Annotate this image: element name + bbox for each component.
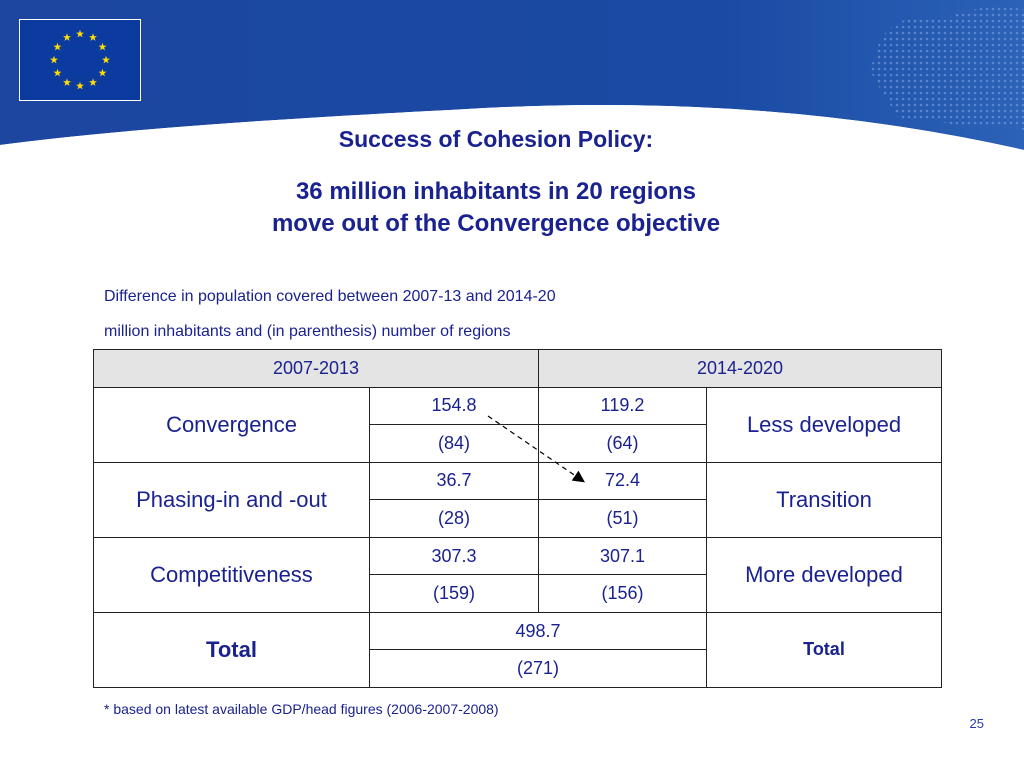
cell-value: 119.2	[538, 386, 707, 426]
flag-star-icon	[98, 42, 107, 51]
table-row: Competitiveness 307.3 307.1 More develop…	[93, 536, 942, 613]
cell-count: (159)	[369, 574, 539, 613]
table-row: (159) (156)	[94, 574, 942, 613]
table-caption: Difference in population covered between…	[104, 288, 556, 305]
subtitle-line-2: move out of the Convergence objective	[271, 210, 721, 237]
cell-count: (64)	[538, 424, 707, 463]
flag-star-icon	[76, 29, 84, 38]
subtitle-line-1: 36 million inhabitants in 20 regions	[295, 178, 697, 205]
table-units-note: million inhabitants and (in parenthesis)…	[104, 323, 511, 340]
table-row: Convergence 154.8 119.2 Less developed	[93, 386, 942, 463]
flag-star-icon	[76, 81, 84, 90]
header-2014-2020: 2014-2020	[538, 349, 942, 388]
table-total-row: (271)	[94, 649, 942, 688]
table-header-row: 2007-2013 2014-2020	[93, 349, 942, 388]
page-subtitle: 36 million inhabitants in 20 regions mov…	[0, 176, 992, 240]
total-label-left: Total	[93, 611, 370, 689]
footnote: * based on latest available GDP/head fig…	[104, 701, 499, 717]
total-count: (271)	[369, 649, 707, 688]
row-label-more-developed: More developed	[706, 536, 942, 613]
cell-value: 307.1	[538, 536, 707, 576]
total-value: 498.7	[369, 611, 707, 651]
flag-star-icon	[50, 55, 58, 64]
cell-count: (156)	[538, 574, 707, 613]
row-label-less-developed: Less developed	[706, 386, 942, 463]
row-label-phasing: Phasing-in and -out	[93, 461, 370, 538]
cell-value: 154.8	[369, 386, 539, 426]
page-number: 25	[969, 716, 984, 731]
header-band	[0, 0, 1024, 160]
cell-count: (28)	[369, 499, 539, 538]
flag-star-icon	[102, 55, 110, 64]
cell-value: 307.3	[369, 536, 539, 576]
row-label-transition: Transition	[706, 461, 942, 538]
row-label-convergence: Convergence	[93, 386, 370, 463]
table-total-row: Total 498.7 Total	[93, 611, 942, 689]
flag-star-icon	[98, 68, 107, 77]
table-row: Phasing-in and -out 36.7 72.4 Transition	[93, 461, 942, 538]
flag-star-icon	[53, 68, 62, 77]
header-2007-2013: 2007-2013	[93, 349, 539, 388]
page-title: Success of Cohesion Policy:	[338, 126, 654, 152]
flag-star-icon	[89, 33, 97, 41]
row-label-competitiveness: Competitiveness	[93, 536, 370, 613]
flag-star-icon	[63, 78, 71, 86]
cell-value: 72.4	[538, 461, 707, 501]
flag-star-icon	[89, 78, 97, 86]
total-label-right: Total	[706, 611, 942, 689]
cell-value: 36.7	[369, 461, 539, 501]
flag-star-icon	[53, 42, 62, 51]
cell-count: (51)	[538, 499, 707, 538]
data-table: 2007-2013 2014-2020 Convergence 154.8 11…	[93, 349, 942, 689]
eu-flag-logo	[19, 19, 141, 101]
flag-star-icon	[63, 33, 71, 41]
table-row: (28) (51)	[94, 499, 942, 538]
cell-count: (84)	[369, 424, 539, 463]
